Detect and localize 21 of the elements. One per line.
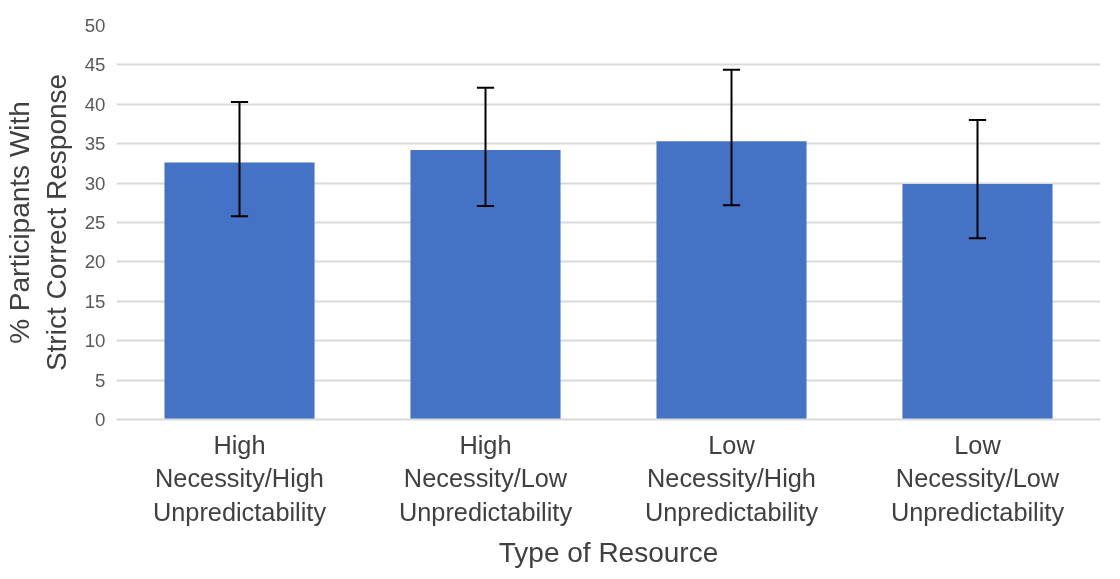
y-tick-label: 40 bbox=[84, 93, 106, 115]
y-tick-label: 50 bbox=[84, 15, 106, 36]
y-tick-label: 25 bbox=[84, 212, 106, 233]
x-tick-label: High Necessity/Low Unpredictability bbox=[398, 430, 573, 526]
bar bbox=[656, 141, 807, 420]
bar bbox=[410, 150, 561, 420]
x-tick-label: Low Necessity/Low Unpredictability bbox=[890, 430, 1065, 526]
y-tick-label: 35 bbox=[84, 133, 106, 155]
bar bbox=[164, 162, 315, 420]
x-tick-label: High Necessity/High Unpredictability bbox=[152, 430, 327, 526]
y-tick-label: 5 bbox=[95, 369, 106, 391]
x-tick-label: Low Necessity/High Unpredictability bbox=[644, 430, 819, 526]
y-axis-title: % Participants With Strict Correct Response bbox=[3, 73, 72, 372]
y-tick-label: 20 bbox=[84, 251, 106, 273]
y-tick-label: 15 bbox=[84, 290, 106, 312]
y-tick-label: 0 bbox=[95, 409, 106, 430]
bar bbox=[902, 183, 1053, 420]
x-axis-title: Type of Resource bbox=[498, 536, 719, 568]
y-tick-label: 30 bbox=[84, 172, 106, 194]
y-tick-label: 45 bbox=[84, 54, 106, 76]
y-tick-label: 10 bbox=[84, 330, 106, 352]
